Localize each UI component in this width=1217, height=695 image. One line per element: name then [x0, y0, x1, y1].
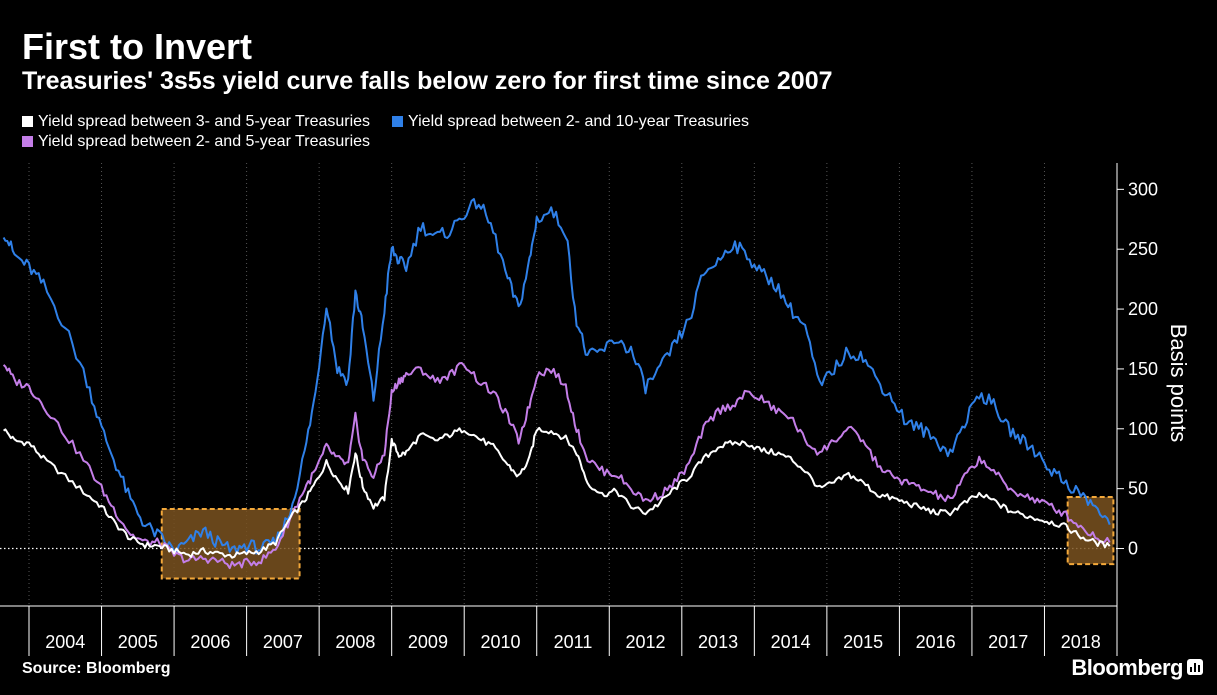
- series-line-s35: [3, 426, 1111, 559]
- x-tick-label-2005: 2005: [118, 632, 158, 652]
- y-tick-label-250: 250: [1128, 239, 1158, 259]
- chart-title: First to Invert: [22, 26, 253, 67]
- x-tick-label-2011: 2011: [554, 632, 593, 652]
- y-tick-label-300: 300: [1128, 179, 1158, 199]
- legend-item-s35: Yield spread between 3- and 5-year Treas…: [22, 112, 370, 132]
- x-tick-label-2010: 2010: [480, 632, 520, 652]
- legend: Yield spread between 3- and 5-year Treas…: [22, 112, 922, 152]
- x-tick-label-2006: 2006: [190, 632, 230, 652]
- brand-logo: Bloomberg: [1071, 655, 1183, 680]
- legend-label-s25: Yield spread between 2- and 5-year Treas…: [38, 133, 371, 150]
- legend-swatch-s35: [22, 116, 33, 127]
- legend-item-s210: Yield spread between 2- and 10-year Trea…: [392, 112, 749, 132]
- legend-label-s35: Yield spread between 3- and 5-year Treas…: [38, 113, 371, 130]
- series-lines: [2, 198, 1111, 570]
- legend-swatch-s210: [392, 116, 404, 127]
- x-tick-label-2009: 2009: [408, 632, 448, 652]
- x-tick-label-2017: 2017: [988, 632, 1028, 652]
- x-tick-label-2016: 2016: [916, 632, 956, 652]
- x-tick-label-2007: 2007: [263, 632, 303, 652]
- x-tick-label-2018: 2018: [1061, 632, 1101, 652]
- legend-label-s210: Yield spread between 2- and 10-year Trea…: [408, 113, 749, 130]
- y-tick-label-0: 0: [1128, 539, 1138, 559]
- source-note: Source: Bloomberg: [22, 660, 171, 677]
- x-tick-label-2015: 2015: [843, 632, 883, 652]
- x-tick-label-2014: 2014: [771, 632, 811, 652]
- x-tick-label-2008: 2008: [335, 632, 375, 652]
- axes: 0 50 100 150 200 250 300 2004 2005 2006 2007 2008 20…: [0, 163, 1158, 656]
- bloomberg-chart-icon: [1187, 659, 1203, 675]
- y-tick-label-150: 150: [1128, 359, 1158, 379]
- legend-swatch-s25: [22, 136, 33, 147]
- chart-subtitle: Treasuries' 3s5s yield curve falls below…: [22, 67, 833, 95]
- legend-item-s25: Yield spread between 2- and 5-year Treas…: [22, 132, 370, 152]
- x-tick-label-2012: 2012: [626, 632, 666, 652]
- y-tick-label-100: 100: [1128, 419, 1158, 439]
- highlights: [160, 496, 1115, 580]
- y-tick-label-200: 200: [1128, 299, 1158, 319]
- y-axis-title: Basis points: [1166, 324, 1191, 443]
- series-line-s210: [2, 198, 1111, 555]
- y-tick-label-50: 50: [1128, 479, 1148, 499]
- x-tick-label-2004: 2004: [45, 632, 85, 652]
- series-line-s25: [2, 362, 1111, 570]
- x-tick-label-2013: 2013: [698, 632, 738, 652]
